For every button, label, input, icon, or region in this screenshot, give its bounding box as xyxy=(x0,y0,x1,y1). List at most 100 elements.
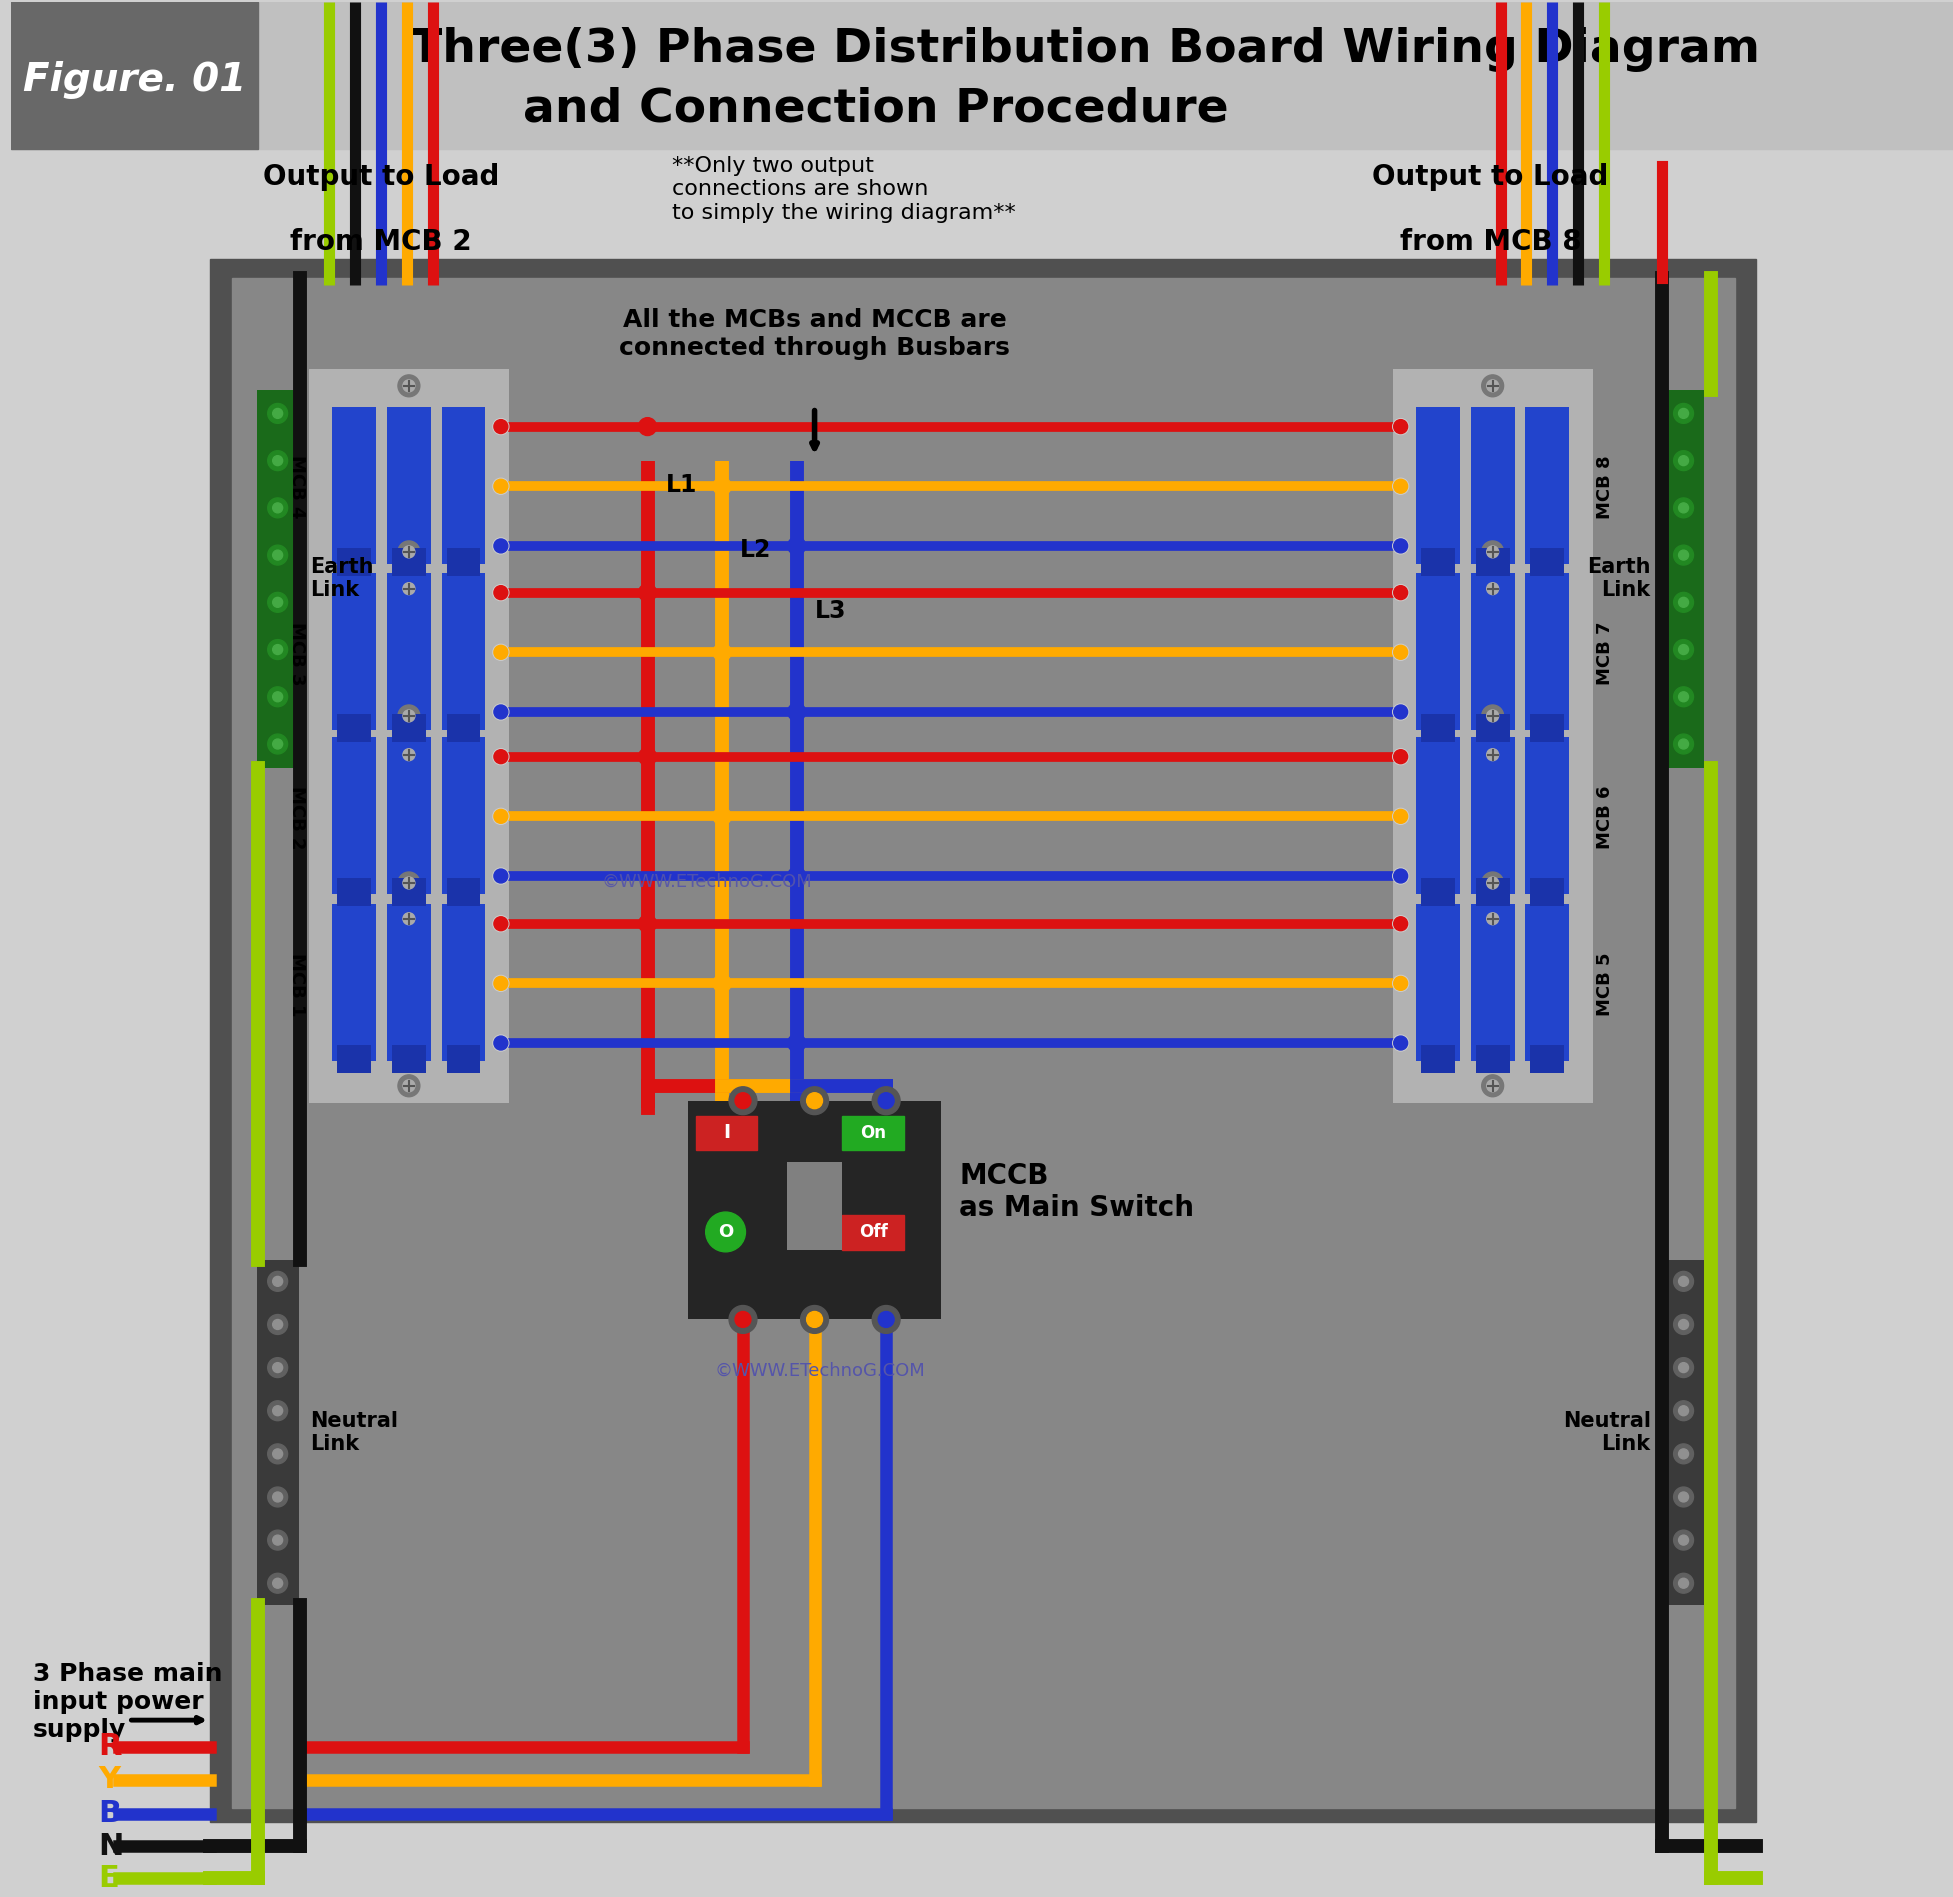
Circle shape xyxy=(1392,975,1408,992)
Text: Earth
Link: Earth Link xyxy=(311,558,373,599)
Circle shape xyxy=(713,643,730,662)
Bar xyxy=(447,713,480,742)
Circle shape xyxy=(1482,541,1504,563)
Circle shape xyxy=(273,1362,283,1373)
Circle shape xyxy=(1394,977,1408,990)
Circle shape xyxy=(1674,1487,1693,1506)
Bar xyxy=(1476,548,1510,575)
Circle shape xyxy=(807,1311,822,1328)
Circle shape xyxy=(1392,704,1408,719)
Circle shape xyxy=(273,1449,283,1459)
Circle shape xyxy=(402,709,414,723)
Circle shape xyxy=(398,1076,420,1096)
Circle shape xyxy=(492,975,510,992)
Circle shape xyxy=(734,1093,752,1108)
Circle shape xyxy=(494,419,508,434)
Circle shape xyxy=(1678,455,1689,465)
Bar xyxy=(232,279,1736,1808)
Bar xyxy=(1531,713,1564,742)
Circle shape xyxy=(494,706,508,719)
Circle shape xyxy=(1486,582,1498,594)
Circle shape xyxy=(787,867,807,884)
Circle shape xyxy=(787,1034,807,1053)
Circle shape xyxy=(273,1406,283,1415)
Circle shape xyxy=(1674,687,1693,708)
Circle shape xyxy=(1674,1315,1693,1334)
Circle shape xyxy=(492,749,510,764)
Circle shape xyxy=(1678,1535,1689,1544)
Circle shape xyxy=(1678,408,1689,419)
Bar xyxy=(1662,1260,1705,1605)
Circle shape xyxy=(398,744,420,766)
Bar xyxy=(1471,903,1514,1060)
Circle shape xyxy=(398,909,420,930)
Bar xyxy=(1392,368,1592,605)
Circle shape xyxy=(1678,1406,1689,1415)
Circle shape xyxy=(273,645,283,654)
Bar xyxy=(1416,406,1459,563)
Circle shape xyxy=(801,1305,828,1334)
Circle shape xyxy=(1394,645,1408,660)
Circle shape xyxy=(1674,1444,1693,1464)
Circle shape xyxy=(268,1531,287,1550)
Bar xyxy=(441,573,486,730)
Circle shape xyxy=(1394,869,1408,882)
Text: Output to Load

from MCB 2: Output to Load from MCB 2 xyxy=(264,163,500,256)
Circle shape xyxy=(879,1093,894,1108)
Circle shape xyxy=(402,379,414,393)
Bar xyxy=(687,1100,941,1320)
Bar xyxy=(387,573,432,730)
Circle shape xyxy=(639,417,656,436)
Circle shape xyxy=(268,1444,287,1464)
Bar xyxy=(256,389,299,768)
Circle shape xyxy=(1678,1449,1689,1459)
Bar xyxy=(12,2,258,150)
Circle shape xyxy=(268,497,287,518)
Circle shape xyxy=(728,1305,758,1334)
Circle shape xyxy=(494,869,508,882)
Text: B: B xyxy=(100,1798,121,1829)
Bar xyxy=(1662,389,1705,768)
Bar xyxy=(441,406,486,563)
Bar xyxy=(1525,903,1568,1060)
Circle shape xyxy=(494,586,508,599)
Circle shape xyxy=(273,1493,283,1502)
Circle shape xyxy=(1394,810,1408,823)
Bar xyxy=(1416,736,1459,893)
Circle shape xyxy=(494,749,508,764)
Bar xyxy=(695,1115,758,1150)
Bar xyxy=(309,535,510,772)
Circle shape xyxy=(1678,1320,1689,1330)
Circle shape xyxy=(1392,584,1408,601)
Bar xyxy=(387,406,432,563)
Circle shape xyxy=(713,478,730,495)
Circle shape xyxy=(1674,1400,1693,1421)
Circle shape xyxy=(273,408,283,419)
Bar xyxy=(842,1216,904,1250)
Bar xyxy=(1392,867,1592,1102)
Bar xyxy=(441,903,486,1060)
Text: Three(3) Phase Distribution Board Wiring Diagram: Three(3) Phase Distribution Board Wiring… xyxy=(410,27,1760,72)
Bar xyxy=(338,1045,371,1074)
Text: Neutral
Link: Neutral Link xyxy=(1562,1411,1650,1453)
Bar xyxy=(309,368,510,605)
Circle shape xyxy=(494,916,508,931)
Text: 3 Phase main
input power
supply: 3 Phase main input power supply xyxy=(33,1662,223,1741)
Circle shape xyxy=(1392,645,1408,660)
Circle shape xyxy=(268,1400,287,1421)
Circle shape xyxy=(492,539,510,554)
Circle shape xyxy=(1482,579,1504,599)
Text: MCB 1: MCB 1 xyxy=(287,952,307,1017)
Circle shape xyxy=(1674,639,1693,660)
Circle shape xyxy=(1392,808,1408,825)
Text: Y: Y xyxy=(100,1766,121,1795)
Bar xyxy=(1422,878,1455,907)
Circle shape xyxy=(1678,1493,1689,1502)
Circle shape xyxy=(1482,376,1504,396)
Bar xyxy=(1476,878,1510,907)
Bar xyxy=(1525,406,1568,563)
Circle shape xyxy=(494,810,508,823)
Circle shape xyxy=(492,808,510,825)
Bar xyxy=(787,1163,842,1250)
Circle shape xyxy=(398,706,420,727)
